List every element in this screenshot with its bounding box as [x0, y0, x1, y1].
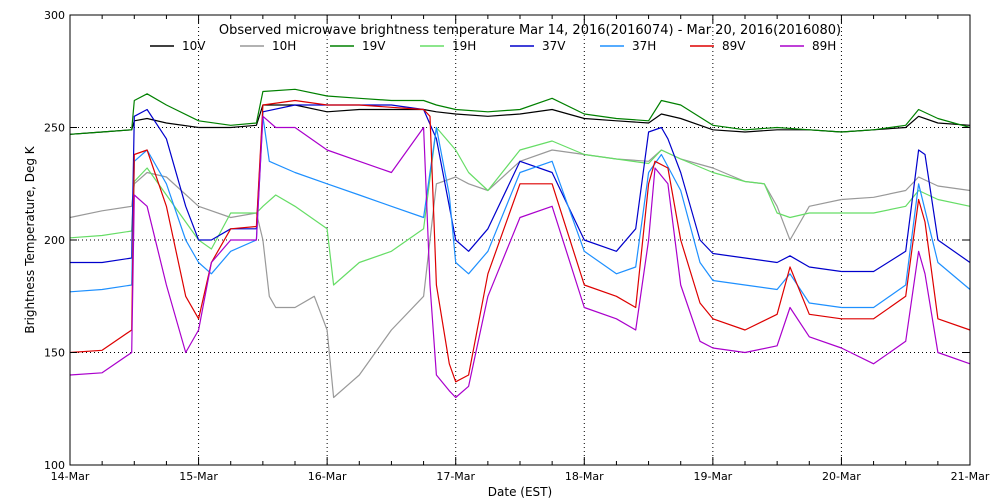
- x-tick-label: 14-Mar: [51, 470, 90, 483]
- legend-label-37v: 37V: [542, 39, 566, 53]
- x-axis-label: Date (EST): [488, 485, 552, 499]
- series-line-19h: [69, 126, 971, 286]
- x-tick-label: 15-Mar: [179, 470, 218, 483]
- legend-label-10h: 10H: [272, 39, 296, 53]
- axes: 100 150 200 250 300 14-Mar 15-Mar 16-Mar 17-Mar 1…: [44, 9, 990, 483]
- series-line-89v: [69, 99, 971, 383]
- plot-background: [70, 15, 970, 465]
- y-tick-label: 250: [44, 122, 65, 135]
- x-tick-label: 18-Mar: [565, 470, 604, 483]
- x-tick-label: 17-Mar: [436, 470, 475, 483]
- series-line-19v: [69, 88, 971, 135]
- legend-label-19v: 19V: [362, 39, 386, 53]
- series-line-10h: [69, 149, 971, 399]
- chart-title: Observed microwave brightness temperatur…: [219, 23, 841, 38]
- legend-label-89h: 89H: [812, 39, 836, 53]
- x-tick-label: 16-Mar: [308, 470, 347, 483]
- y-tick-label: 300: [44, 9, 65, 22]
- legend-label-10v: 10V: [182, 39, 206, 53]
- x-tick-label: 20-Mar: [822, 470, 861, 483]
- y-tick-label: 200: [44, 234, 65, 247]
- series-line-89h: [69, 115, 971, 399]
- legend-label-37h: 37H: [632, 39, 656, 53]
- legend: 10V 10H 19V 19H 37V 37H 89V 89H: [150, 39, 836, 53]
- x-tick-label: 19-Mar: [693, 470, 732, 483]
- y-axis-label: Brightness Temperature, Deg K: [23, 145, 37, 333]
- series-line-37h: [69, 115, 971, 309]
- y-tick-label: 150: [44, 347, 65, 360]
- series-lines: [69, 88, 971, 399]
- x-tick-label: 21-Mar: [951, 470, 990, 483]
- legend-label-89v: 89V: [722, 39, 746, 53]
- y-tick-label: 100: [44, 459, 65, 472]
- series-line-37v: [70, 104, 971, 273]
- legend-label-19h: 19H: [452, 39, 476, 53]
